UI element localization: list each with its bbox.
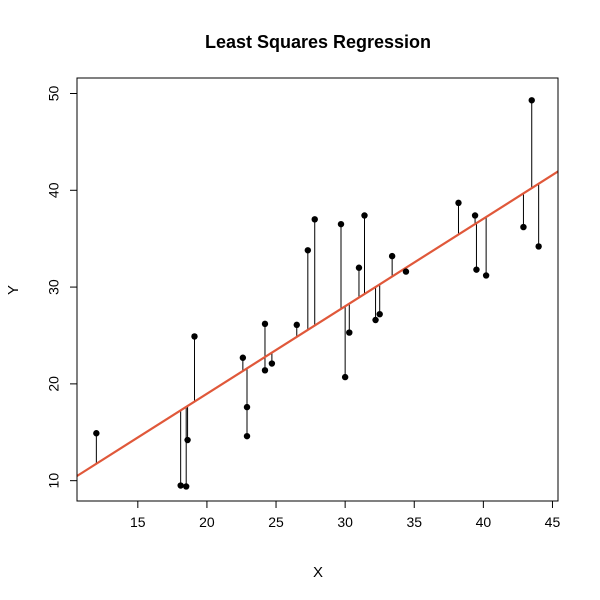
y-axis: 10 20 30 40 50 [46, 85, 78, 489]
y-tick-label: 20 [46, 376, 62, 392]
x-axis: 15 20 25 30 35 40 45 [130, 500, 561, 530]
x-tick-label: 20 [199, 514, 215, 530]
data-point [268, 360, 276, 367]
data-points [93, 97, 542, 490]
x-tick-label: 35 [406, 514, 422, 530]
data-point [528, 97, 535, 104]
data-point [520, 223, 527, 231]
data-point [311, 216, 318, 223]
data-point [361, 212, 368, 219]
data-point [182, 483, 190, 490]
data-point [455, 199, 462, 207]
data-point [473, 266, 480, 273]
chart-title: Least Squares Regression [205, 32, 431, 52]
y-tick-label: 30 [46, 279, 62, 295]
x-tick-label: 45 [545, 514, 561, 530]
data-point [346, 329, 353, 336]
y-tick-label: 10 [46, 473, 62, 489]
x-tick-label: 30 [337, 514, 353, 530]
data-point [243, 403, 251, 411]
data-point [243, 432, 251, 440]
plot-area-frame [76, 77, 559, 502]
regression-line [76, 170, 559, 477]
data-point [191, 333, 198, 340]
data-point [402, 268, 410, 275]
data-point [341, 373, 349, 381]
data-point [304, 247, 312, 254]
residual-lines [95, 100, 540, 487]
data-point [93, 430, 100, 437]
data-point [535, 243, 542, 250]
data-point [261, 320, 269, 328]
data-point [355, 264, 363, 271]
data-point [376, 310, 383, 318]
data-point [239, 354, 247, 361]
data-point [471, 212, 479, 219]
x-tick-label: 25 [268, 514, 284, 530]
data-point [372, 316, 379, 324]
data-point [388, 252, 396, 260]
data-point [293, 321, 300, 329]
y-axis-title: Y [5, 285, 22, 295]
y-tick-label: 40 [46, 182, 62, 198]
y-tick-label: 50 [46, 85, 62, 101]
regression-line-group [76, 170, 559, 477]
x-tick-label: 40 [476, 514, 492, 530]
x-axis-title: X [313, 564, 323, 581]
data-point [177, 482, 184, 489]
data-point [184, 436, 191, 444]
data-point [482, 272, 490, 279]
x-tick-label: 15 [130, 514, 146, 530]
data-point [337, 220, 345, 228]
data-point [261, 367, 269, 374]
